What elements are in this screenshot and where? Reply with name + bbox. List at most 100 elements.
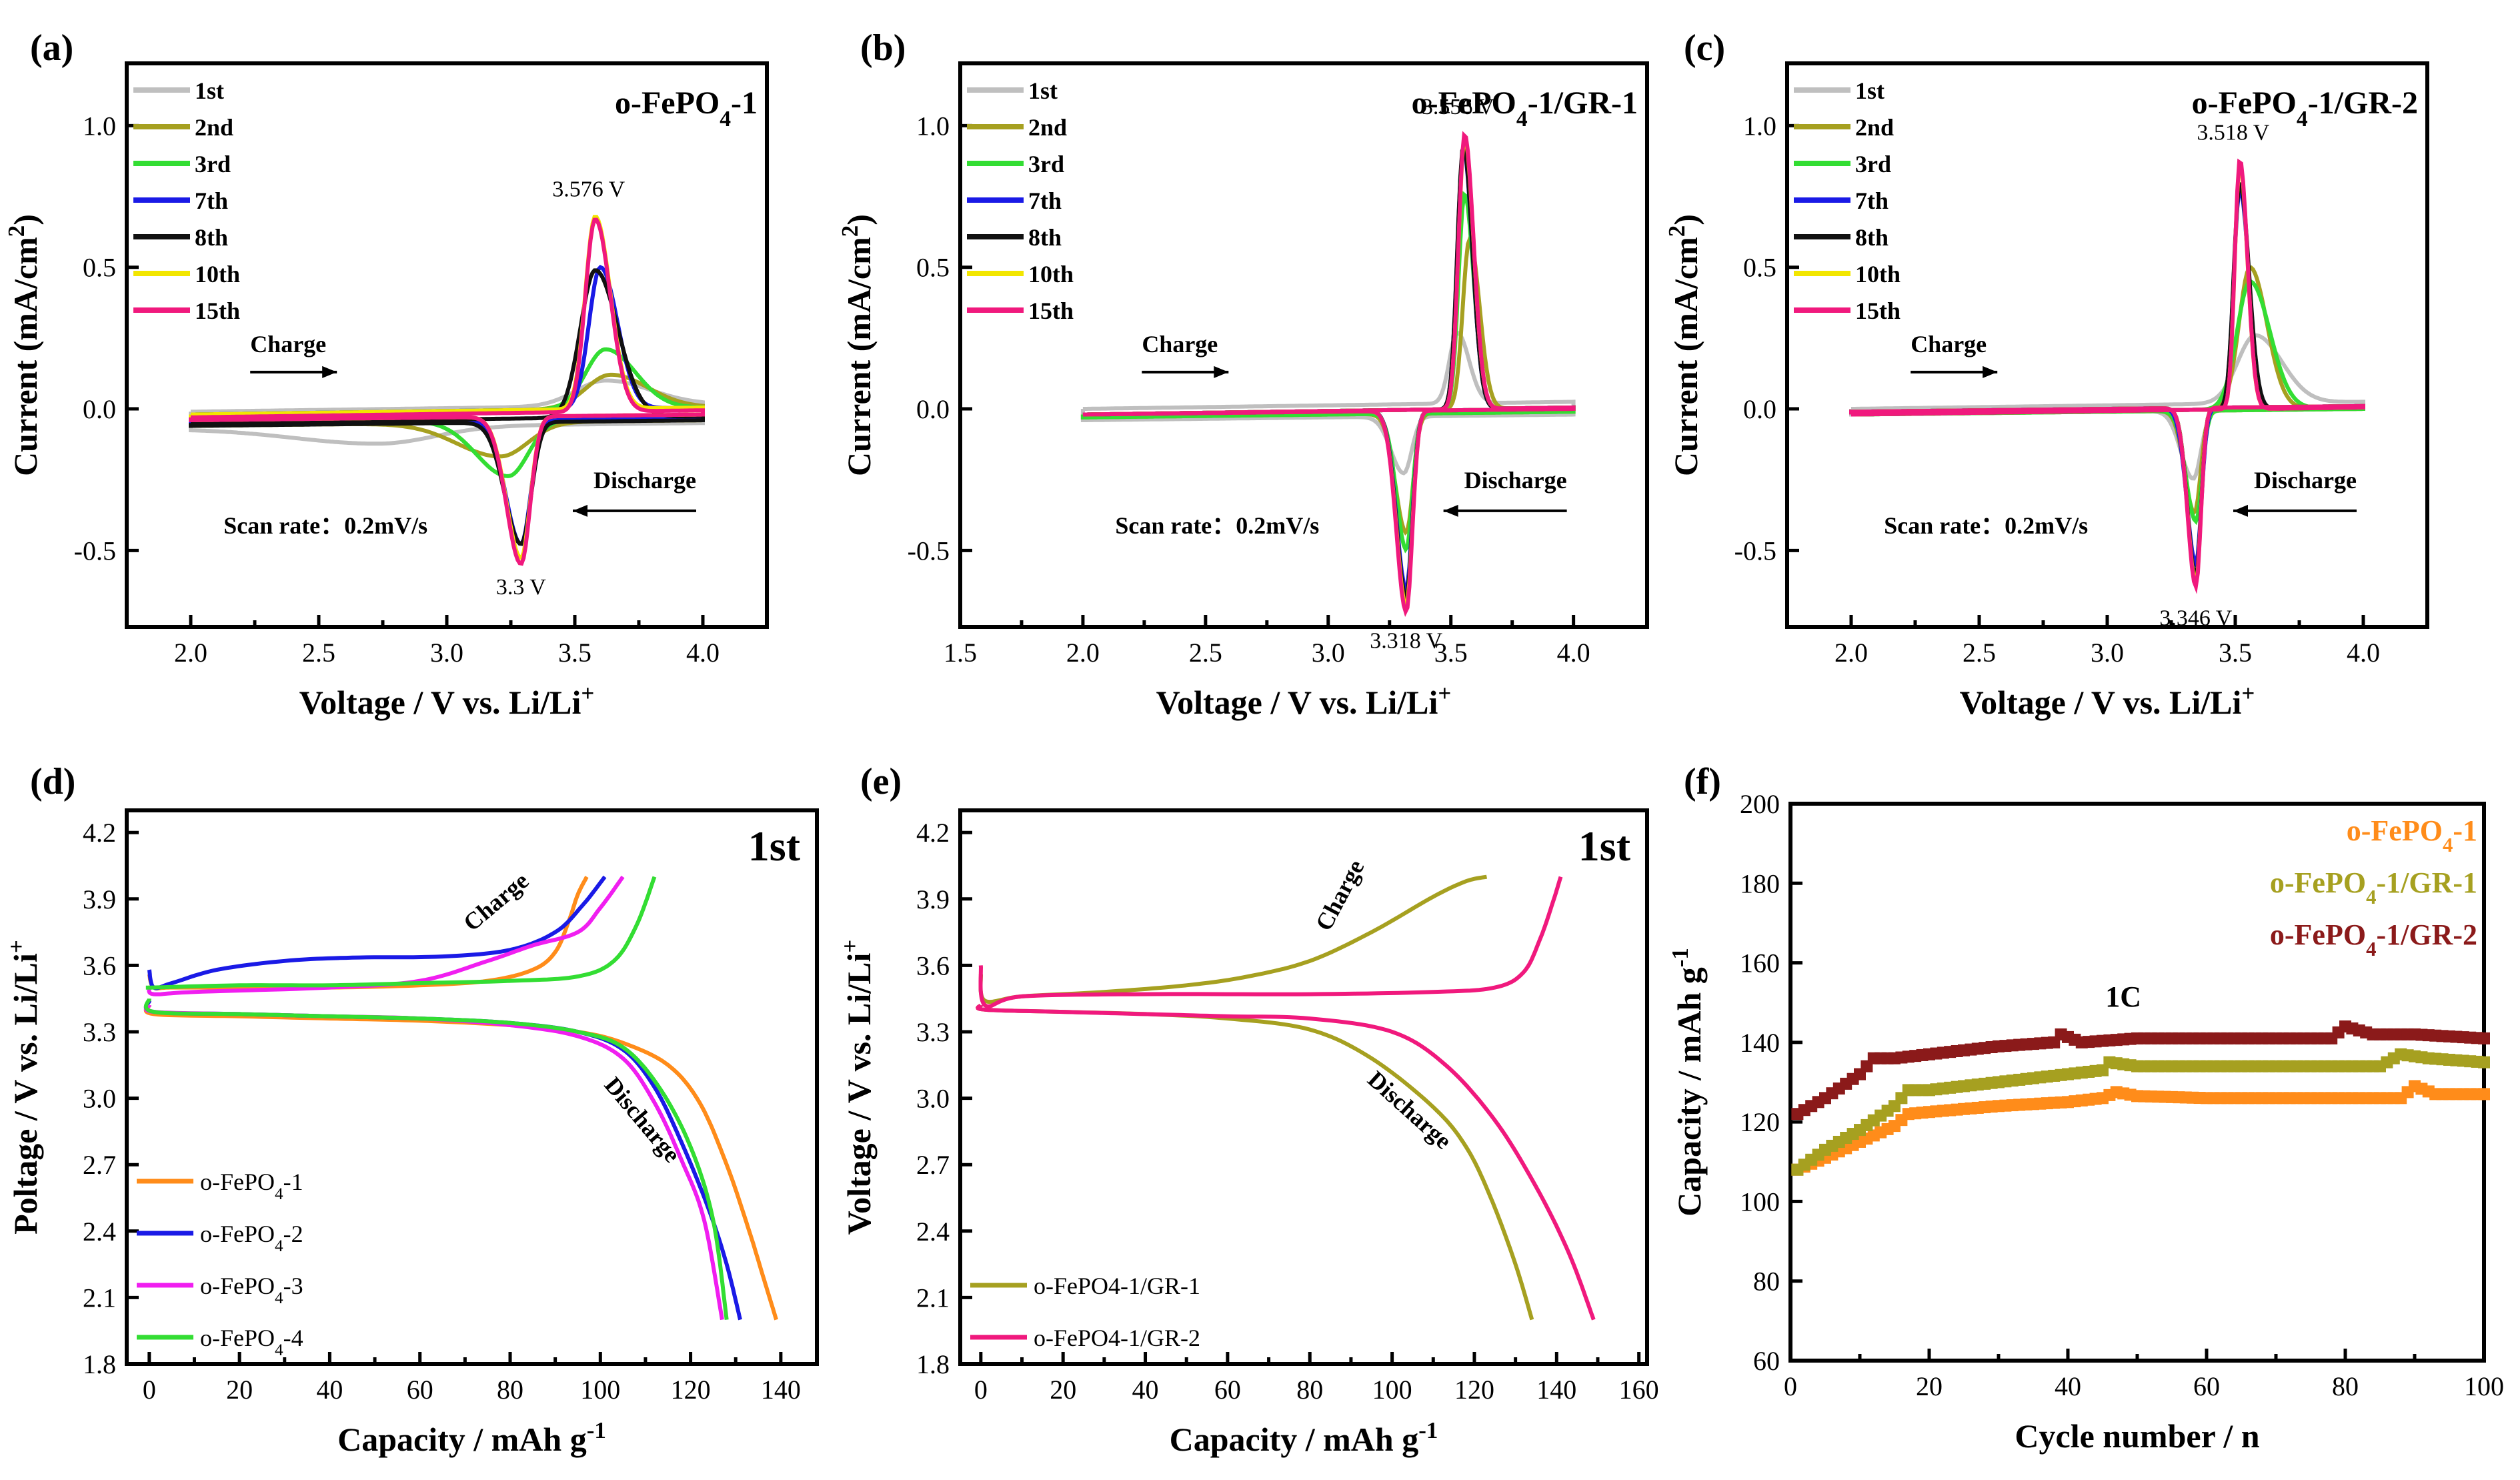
- x-tick-label: 100: [1372, 1375, 1412, 1405]
- discharge-curve-1: [143, 1000, 742, 1321]
- legend-label-10th: 10th: [1028, 261, 1074, 287]
- y-tick-label: 1.0: [916, 111, 950, 141]
- y-tick-label: 3.3: [916, 1017, 950, 1047]
- y-tick-label: -0.5: [908, 536, 950, 566]
- charge-curve-0: [978, 874, 1488, 1004]
- x-tick-label: 60: [2193, 1371, 2220, 1401]
- x-tick-label: 3.5: [2219, 638, 2252, 668]
- discharge-label: Discharge: [593, 467, 696, 494]
- panel-tag: (b): [860, 27, 906, 69]
- legend-label-3rd: 3rd: [195, 151, 231, 177]
- y-tick-label: 60: [1753, 1346, 1780, 1376]
- charge-label: Charge: [1911, 331, 1987, 357]
- plot-frame: [1785, 61, 2429, 629]
- cv-curve-15th: [1849, 158, 2365, 594]
- scan-rate-label: Scan rate：0.2mV/s: [1115, 512, 1319, 539]
- y-tick-label: 2.1: [83, 1283, 116, 1313]
- charge-label: Charge: [250, 331, 326, 357]
- panel-tag: (f): [1684, 761, 1721, 802]
- x-tick-label: 40: [1132, 1375, 1159, 1405]
- plot-frame: [125, 61, 769, 629]
- legend-label-1st: 1st: [195, 77, 224, 104]
- x-tick-label: 40: [2055, 1371, 2081, 1401]
- panel-title: o-FePO4-1/GR-1: [1412, 85, 1638, 131]
- y-tick-label: 100: [1740, 1187, 1780, 1217]
- y-axis-label: Current (mA/cm2): [3, 214, 45, 476]
- charge-curve-1: [147, 875, 607, 990]
- y-tick-label: -0.5: [1734, 536, 1776, 566]
- x-tick-label: 3.0: [2091, 638, 2124, 668]
- x-tick-label: 160: [1619, 1375, 1659, 1405]
- discharge-arrow-head: [573, 504, 587, 517]
- discharge-label: Discharge: [2254, 467, 2357, 494]
- y-tick-label: 1.0: [83, 111, 116, 141]
- x-axis-label: Voltage / V vs. Li/Li+: [299, 680, 595, 722]
- x-tick-label: 40: [316, 1375, 343, 1405]
- x-tick-label: 2.5: [1963, 638, 1996, 668]
- x-tick-label: 3.0: [1312, 638, 1345, 668]
- discharge-label: Discharge: [1464, 467, 1567, 494]
- plot-frame: [125, 808, 819, 1366]
- panel-tag: (a): [30, 27, 73, 69]
- x-tick-label: 3.5: [1434, 638, 1468, 668]
- x-tick-label: 4.0: [1557, 638, 1590, 668]
- y-axis-label: Current (mA/cm2): [837, 214, 878, 476]
- reduction-peak-label: 3.346 V: [2159, 606, 2232, 631]
- y-tick-label: 200: [1740, 789, 1780, 819]
- y-tick-label: 3.9: [83, 884, 116, 914]
- legend-label-8th: 8th: [195, 224, 228, 251]
- legend-label-15th: 15th: [1855, 297, 1901, 324]
- x-tick-label: 4.0: [2347, 638, 2380, 668]
- charge-label: Charge: [458, 867, 533, 936]
- panel-e-charge-discharge-gr: 0 20 40 60 80 100 120 140 160 1.8 2.1 2.4 2.7 3.0 3.3 3…: [837, 761, 1659, 1458]
- legend-label: o-FePO4-1/GR-2: [1034, 1325, 1200, 1351]
- legend-label: o-FePO4-3: [200, 1273, 303, 1307]
- panel-f-cycling-capacity: 0 20 40 60 80 100 60 80 100 120 140 160 180 200 Cycle …: [1667, 761, 2505, 1455]
- y-tick-label: 3.3: [83, 1017, 116, 1047]
- plot-frame: [958, 61, 1649, 629]
- x-tick-label: 2.5: [1189, 638, 1222, 668]
- legend-label: o-FePO4-1: [200, 1169, 303, 1203]
- x-tick-label: 20: [1050, 1375, 1076, 1405]
- x-tick-label: 140: [761, 1375, 801, 1405]
- y-tick-label: 3.6: [83, 950, 116, 980]
- legend-label-7th: 7th: [1028, 187, 1062, 214]
- oxidation-peak-label: 3.556 V: [1422, 95, 1494, 119]
- discharge-arrow-head: [2233, 504, 2248, 517]
- charge-curve-3: [145, 876, 657, 990]
- charge-label: Charge: [1142, 331, 1218, 357]
- cv-curve-1st: [189, 378, 705, 446]
- y-tick-label: 1.8: [916, 1349, 950, 1379]
- x-tick-label: 80: [2332, 1371, 2359, 1401]
- y-tick-label: 180: [1740, 868, 1780, 898]
- data-point-2: [2478, 1032, 2490, 1044]
- x-tick-label: 1.5: [944, 638, 977, 668]
- x-tick-label: 60: [1214, 1375, 1241, 1405]
- x-tick-label: 3.5: [558, 638, 591, 668]
- y-tick-label: 3.0: [83, 1084, 116, 1114]
- legend-label-8th: 8th: [1855, 224, 1888, 251]
- x-axis-label: Capacity / mAh g-1: [1170, 1417, 1438, 1459]
- y-tick-label: 0.0: [1743, 394, 1776, 424]
- x-tick-label: 120: [1454, 1375, 1494, 1405]
- y-tick-label: -0.5: [74, 536, 116, 566]
- legend-label-2nd: 2nd: [195, 114, 233, 141]
- y-tick-label: 1.8: [83, 1349, 116, 1379]
- legend-label-7th: 7th: [1855, 187, 1888, 214]
- y-axis-label: Poltage / V vs. Li/Li+: [3, 940, 45, 1235]
- cycle-label: 1st: [748, 822, 801, 870]
- y-tick-label: 3.0: [916, 1084, 950, 1114]
- x-tick-label: 0: [143, 1375, 156, 1405]
- y-tick-label: 2.4: [83, 1217, 116, 1247]
- x-tick-label: 0: [1784, 1371, 1797, 1401]
- oxidation-peak-label: 3.576 V: [552, 177, 625, 201]
- y-tick-label: 80: [1753, 1267, 1780, 1297]
- x-tick-label: 20: [1916, 1371, 1943, 1401]
- charge-curve-2: [147, 875, 625, 996]
- x-axis-label: Voltage / V vs. Li/Li+: [1156, 680, 1452, 722]
- y-tick-label: 160: [1740, 948, 1780, 978]
- y-tick-label: 3.9: [916, 884, 950, 914]
- cv-curve-15th: [189, 217, 705, 566]
- y-tick-label: 2.4: [916, 1217, 950, 1247]
- y-tick-label: 1.0: [1743, 111, 1776, 141]
